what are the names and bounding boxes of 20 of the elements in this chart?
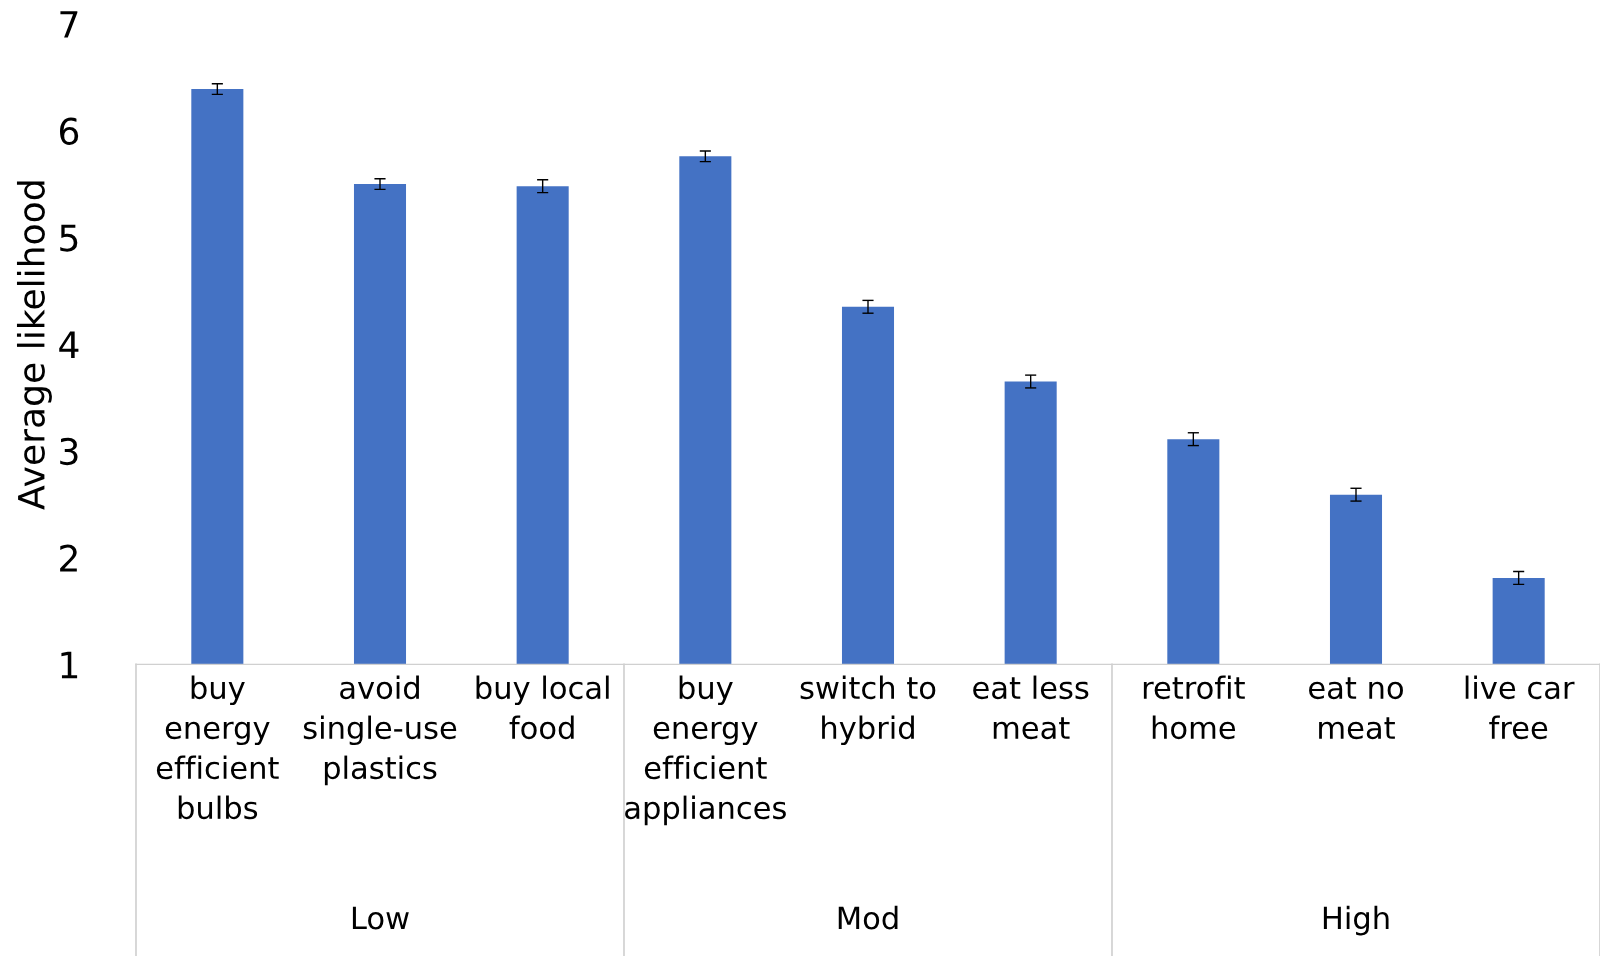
x-tick-label: eat less meat bbox=[973, 675, 1089, 740]
x-tick-label: live car free bbox=[1465, 675, 1575, 740]
y-tick-label: 7 bbox=[60, 11, 78, 38]
y-tick-label: 1 bbox=[61, 651, 78, 679]
y-tick-label: 6 bbox=[59, 117, 79, 145]
x-tick-label: buy local food bbox=[476, 675, 609, 740]
y-tick-label: 4 bbox=[59, 331, 79, 358]
text: Low bbox=[352, 906, 409, 930]
y-tick-label: 2 bbox=[60, 544, 77, 572]
x-tick-label: buy energy efficient bulbs bbox=[156, 675, 279, 820]
x-tick-label: avoid single-use plastics bbox=[303, 675, 457, 786]
y-tick-label: 5 bbox=[60, 224, 78, 252]
x-tick-label: switch to hybrid bbox=[800, 675, 936, 746]
x-tick-label: retrofit home bbox=[1143, 675, 1245, 740]
y-tick-label: 3 bbox=[60, 437, 78, 466]
y-axis-title: Average likelihood bbox=[16, 181, 52, 510]
x-tick-label: eat no meat bbox=[1309, 677, 1403, 740]
text: High bbox=[1323, 905, 1389, 936]
x-tick-label: buy energy efficient appliances bbox=[625, 675, 786, 826]
text: Mod bbox=[838, 905, 898, 930]
